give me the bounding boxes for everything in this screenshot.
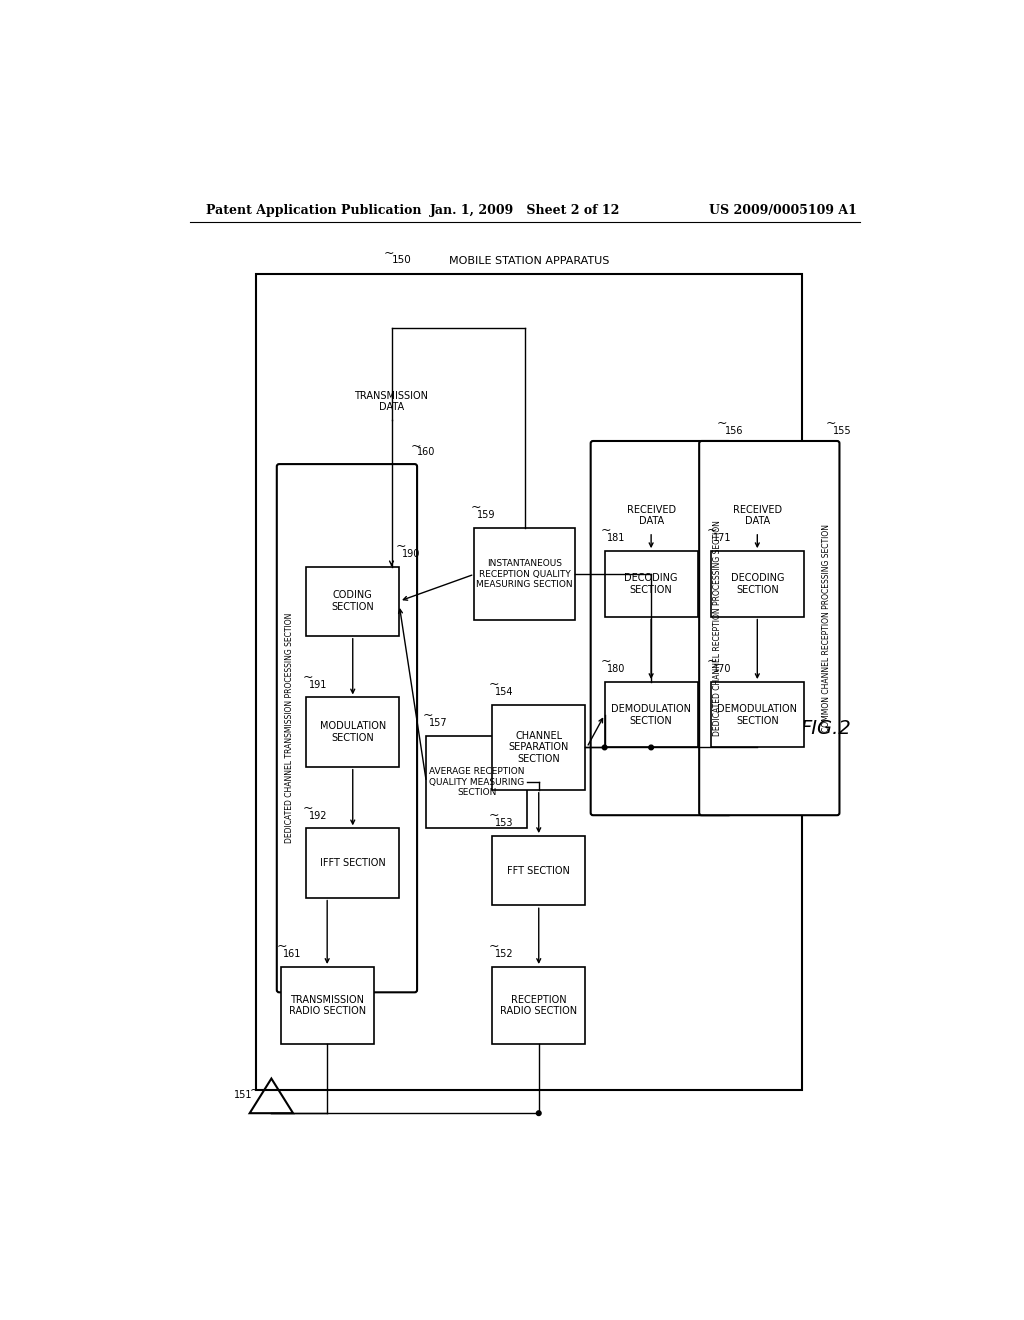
Text: US 2009/0005109 A1: US 2009/0005109 A1 [709, 205, 856, 218]
Text: 152: 152 [495, 949, 513, 960]
Text: IFFT SECTION: IFFT SECTION [319, 858, 386, 869]
Text: 192: 192 [308, 810, 327, 821]
Text: DEMODULATION
SECTION: DEMODULATION SECTION [717, 704, 798, 726]
FancyBboxPatch shape [493, 705, 586, 789]
Text: FFT SECTION: FFT SECTION [507, 866, 570, 875]
Text: TRANSMISSION
RADIO SECTION: TRANSMISSION RADIO SECTION [289, 994, 366, 1016]
FancyBboxPatch shape [256, 275, 802, 1090]
Text: ~: ~ [707, 655, 718, 668]
Text: COMMON CHANNEL RECEPTION PROCESSING SECTION: COMMON CHANNEL RECEPTION PROCESSING SECT… [822, 524, 830, 733]
Text: 157: 157 [429, 718, 447, 729]
Text: 150: 150 [391, 255, 412, 264]
Text: ~: ~ [707, 524, 718, 537]
Text: RECEPTION
RADIO SECTION: RECEPTION RADIO SECTION [500, 994, 578, 1016]
Text: ~: ~ [601, 655, 611, 668]
FancyBboxPatch shape [306, 829, 399, 898]
Text: ~: ~ [601, 524, 611, 537]
Text: 154: 154 [495, 688, 513, 697]
Text: INSTANTANEOUS
RECEPTION QUALITY
MEASURING SECTION: INSTANTANEOUS RECEPTION QUALITY MEASURIN… [476, 560, 573, 589]
Text: ~: ~ [488, 940, 499, 953]
FancyBboxPatch shape [591, 441, 731, 816]
FancyBboxPatch shape [604, 552, 697, 616]
FancyBboxPatch shape [711, 552, 804, 616]
Text: 160: 160 [417, 447, 435, 457]
Text: ~: ~ [411, 440, 421, 453]
Text: ~: ~ [825, 416, 836, 429]
Text: ~: ~ [423, 709, 433, 722]
Text: ~: ~ [488, 678, 499, 692]
Text: CODING
SECTION: CODING SECTION [332, 590, 374, 612]
FancyBboxPatch shape [306, 697, 399, 767]
FancyBboxPatch shape [281, 966, 374, 1044]
Text: ~: ~ [488, 809, 499, 822]
Text: MOBILE STATION APPARATUS: MOBILE STATION APPARATUS [449, 256, 609, 267]
Text: FIG.2: FIG.2 [800, 718, 851, 738]
FancyBboxPatch shape [474, 528, 575, 620]
Text: DECODING
SECTION: DECODING SECTION [730, 573, 784, 594]
Circle shape [649, 744, 653, 750]
Circle shape [602, 744, 607, 750]
Text: 155: 155 [834, 425, 852, 436]
Text: 151: 151 [233, 1090, 252, 1101]
Text: 181: 181 [607, 533, 626, 544]
Text: ~: ~ [717, 416, 727, 429]
Text: 156: 156 [725, 425, 743, 436]
Text: ~: ~ [276, 940, 288, 953]
Text: ~: ~ [302, 671, 313, 684]
Text: TRANSMISSION
DATA: TRANSMISSION DATA [354, 391, 428, 412]
FancyBboxPatch shape [604, 682, 697, 747]
Circle shape [537, 1111, 541, 1115]
Text: 170: 170 [713, 664, 731, 675]
Text: DEDICATED CHANNEL TRANSMISSION PROCESSING SECTION: DEDICATED CHANNEL TRANSMISSION PROCESSIN… [286, 612, 295, 843]
Text: RECEIVED
DATA: RECEIVED DATA [733, 504, 782, 527]
Text: DEDICATED CHANNEL RECEPTION PROCESSING SECTION: DEDICATED CHANNEL RECEPTION PROCESSING S… [714, 520, 722, 737]
Text: Patent Application Publication: Patent Application Publication [206, 205, 421, 218]
Text: 190: 190 [401, 549, 420, 558]
Text: ~: ~ [395, 540, 406, 553]
Text: RECEIVED
DATA: RECEIVED DATA [627, 504, 676, 527]
Text: ~: ~ [471, 502, 481, 515]
Text: 159: 159 [477, 511, 496, 520]
Text: 161: 161 [283, 949, 301, 960]
Text: DECODING
SECTION: DECODING SECTION [625, 573, 678, 594]
Text: ~: ~ [302, 801, 313, 814]
Text: ~: ~ [384, 247, 394, 260]
FancyBboxPatch shape [306, 566, 399, 636]
FancyBboxPatch shape [711, 682, 804, 747]
Text: AVERAGE RECEPTION
QUALITY MEASURING
SECTION: AVERAGE RECEPTION QUALITY MEASURING SECT… [429, 767, 524, 797]
Text: CHANNEL
SEPARATION
SECTION: CHANNEL SEPARATION SECTION [509, 731, 569, 764]
FancyBboxPatch shape [493, 966, 586, 1044]
Text: 180: 180 [607, 664, 626, 675]
FancyBboxPatch shape [699, 441, 840, 816]
Text: 191: 191 [308, 680, 327, 689]
Text: ~: ~ [249, 1084, 260, 1097]
FancyBboxPatch shape [276, 465, 417, 993]
FancyBboxPatch shape [493, 836, 586, 906]
Text: MODULATION
SECTION: MODULATION SECTION [319, 721, 386, 743]
Text: 171: 171 [713, 533, 731, 544]
Text: 153: 153 [495, 818, 513, 829]
Text: Jan. 1, 2009   Sheet 2 of 12: Jan. 1, 2009 Sheet 2 of 12 [430, 205, 620, 218]
Text: DEMODULATION
SECTION: DEMODULATION SECTION [611, 704, 691, 726]
FancyBboxPatch shape [426, 737, 527, 829]
